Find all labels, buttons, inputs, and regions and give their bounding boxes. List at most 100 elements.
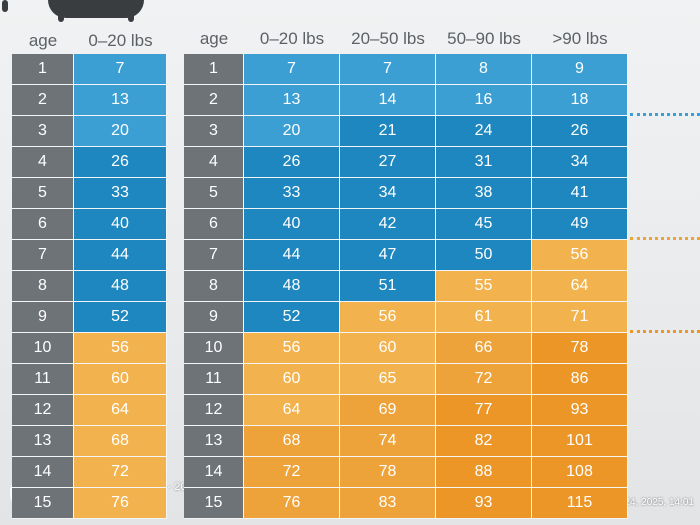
column-header: 50–90 lbs [447, 29, 521, 48]
age-cell: 1 [12, 54, 74, 85]
value-cell: 60 [244, 364, 340, 395]
value-cell: 21 [340, 116, 436, 147]
value-cell: 78 [532, 333, 628, 364]
value-cell: 40 [244, 209, 340, 240]
value-cell: 7 [244, 54, 340, 85]
value-cell: 56 [244, 333, 340, 364]
age-cell: 4 [184, 147, 244, 178]
value-cell: 26 [74, 147, 167, 178]
value-cell: 83 [340, 488, 436, 519]
column-header: 0–20 lbs [259, 29, 325, 48]
value-cell: 72 [244, 457, 340, 488]
value-cell: 64 [532, 271, 628, 302]
value-cell: 20 [244, 116, 340, 147]
value-cell: 26 [532, 116, 628, 147]
age-cell: 7 [12, 240, 74, 271]
age-cell: 10 [184, 333, 244, 364]
value-cell: 44 [74, 240, 167, 271]
value-cell: 72 [74, 457, 167, 488]
age-cell: 8 [12, 271, 74, 302]
age-cell: 2 [12, 85, 74, 116]
value-cell: 47 [340, 240, 436, 271]
age-cell: 12 [12, 395, 74, 426]
value-cell: 101 [532, 426, 628, 457]
dotted-line-orange-1 [630, 237, 700, 240]
value-cell: 74 [340, 426, 436, 457]
value-cell: 50 [436, 240, 532, 271]
value-cell: 93 [532, 395, 628, 426]
value-cell: 34 [532, 147, 628, 178]
value-cell: 86 [532, 364, 628, 395]
value-cell: 68 [244, 426, 340, 457]
value-cell: 65 [340, 364, 436, 395]
column-header: age [28, 31, 58, 50]
value-cell: 60 [74, 364, 167, 395]
value-cell: 44 [244, 240, 340, 271]
value-cell: 24 [436, 116, 532, 147]
age-cell: 13 [12, 426, 74, 457]
dotted-line-orange-2 [630, 330, 700, 333]
cat-silhouette-icon [48, 0, 144, 22]
value-cell: 64 [74, 395, 167, 426]
column-header: >90 lbs [552, 29, 608, 48]
age-cell: 6 [12, 209, 74, 240]
age-cell: 9 [184, 302, 244, 333]
age-cell: 3 [184, 116, 244, 147]
value-cell: 93 [436, 488, 532, 519]
value-cell: 55 [436, 271, 532, 302]
age-cell: 15 [184, 488, 244, 519]
column-header: 0–20 lbs [88, 31, 153, 50]
age-cell: 9 [12, 302, 74, 333]
date-stamp: Jan 24, 2025, 14:01 [605, 497, 694, 508]
value-cell: 33 [244, 178, 340, 209]
value-cell: 77 [436, 395, 532, 426]
value-cell: 38 [436, 178, 532, 209]
age-cell: 6 [184, 209, 244, 240]
value-cell: 13 [74, 85, 167, 116]
dog-silhouette-icon [0, 0, 70, 12]
value-cell: 20 [74, 116, 167, 147]
value-cell: 64 [244, 395, 340, 426]
age-cell: 8 [184, 271, 244, 302]
value-cell: 14 [340, 85, 436, 116]
value-cell: 56 [340, 302, 436, 333]
age-cell: 11 [12, 364, 74, 395]
value-cell: 48 [244, 271, 340, 302]
age-cell: 11 [184, 364, 244, 395]
value-cell: 18 [532, 85, 628, 116]
value-cell: 27 [340, 147, 436, 178]
age-cell: 5 [184, 178, 244, 209]
value-cell: 45 [436, 209, 532, 240]
value-cell: 26 [244, 147, 340, 178]
value-cell: 40 [74, 209, 167, 240]
value-cell: 13 [244, 85, 340, 116]
value-cell: 66 [436, 333, 532, 364]
value-cell: 7 [340, 54, 436, 85]
value-cell: 88 [436, 457, 532, 488]
value-cell: 42 [340, 209, 436, 240]
value-cell: 56 [74, 333, 167, 364]
value-cell: 31 [436, 147, 532, 178]
value-cell: 56 [532, 240, 628, 271]
value-cell: 115 [532, 488, 628, 519]
value-cell: 48 [74, 271, 167, 302]
value-cell: 69 [340, 395, 436, 426]
value-cell: 78 [340, 457, 436, 488]
value-cell: 49 [532, 209, 628, 240]
age-cell: 3 [12, 116, 74, 147]
age-cell: 4 [12, 147, 74, 178]
column-header: age [199, 29, 229, 48]
age-cell: 13 [184, 426, 244, 457]
age-cell: 1 [184, 54, 244, 85]
value-cell: 8 [436, 54, 532, 85]
value-cell: 34 [340, 178, 436, 209]
age-cell: 15 [12, 488, 74, 519]
column-header: 20–50 lbs [351, 29, 425, 48]
age-cell: 10 [12, 333, 74, 364]
value-cell: 33 [74, 178, 167, 209]
value-cell: 61 [436, 302, 532, 333]
age-cell: 14 [12, 457, 74, 488]
value-cell: 71 [532, 302, 628, 333]
value-cell: 68 [74, 426, 167, 457]
age-cell: 2 [184, 85, 244, 116]
